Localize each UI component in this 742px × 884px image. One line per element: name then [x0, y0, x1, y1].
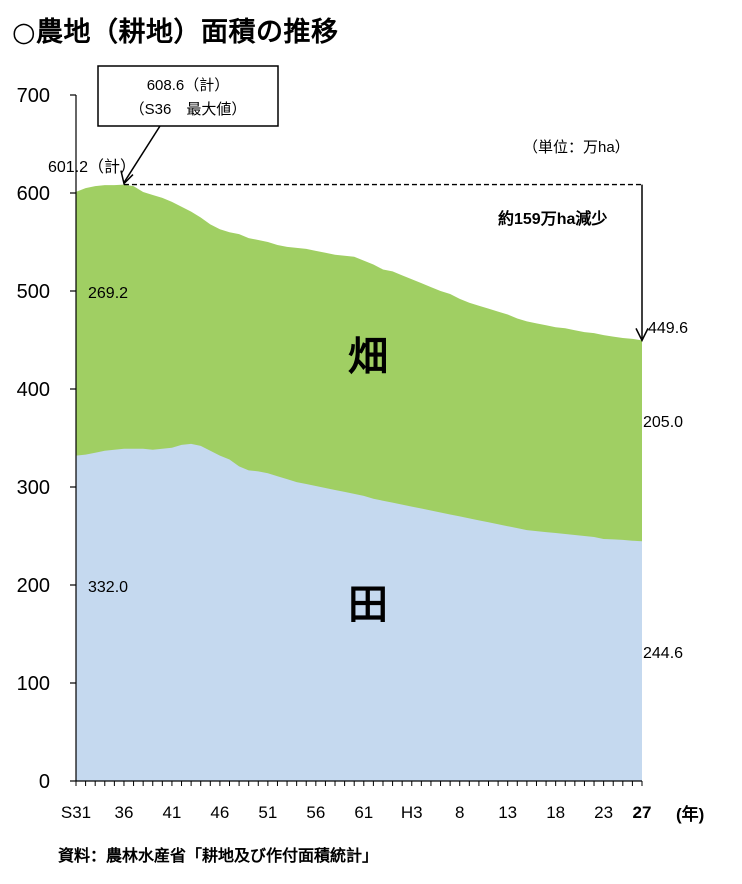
x-tick-label: 46 — [210, 803, 229, 822]
start-upland-label: 269.2 — [88, 285, 128, 302]
peak-callout-line2: （S36 最大値） — [130, 101, 247, 118]
area-label-paddy: 田 — [348, 583, 388, 627]
start-total-label: 601.2（計） — [48, 158, 136, 176]
peak-callout-box — [97, 65, 279, 127]
peak-pointer-head — [120, 170, 134, 186]
area-label-upland: 畑 — [348, 335, 388, 379]
paddy-area — [76, 443, 642, 781]
axes-group: 0 100 200 300 400 500 600 700 S31 36 41 46 51 56 61 H3 8… — [17, 85, 652, 822]
x-tick-label: 8 — [455, 803, 464, 822]
unit-label: （単位：万ha） — [523, 139, 630, 156]
chart-title: ○農地（耕地）面積の推移 — [12, 17, 339, 48]
peak-callout-line1: 608.6（計） — [147, 77, 230, 94]
y-tick-label: 100 — [17, 673, 50, 695]
y-tick-label: 0 — [39, 771, 50, 793]
source-note: 資料：農林水産省「耕地及び作付面積統計」 — [58, 846, 379, 865]
y-tick-label: 300 — [17, 477, 50, 499]
x-tick-label: 51 — [258, 803, 277, 822]
x-tick-label: 56 — [306, 803, 325, 822]
end-upland-label: 205.0 — [643, 414, 683, 431]
x-tick-label: 23 — [594, 803, 613, 822]
x-axis-unit-label: (年) — [676, 804, 704, 824]
decrease-arrow-head — [635, 328, 649, 343]
x-tick-label: 36 — [115, 803, 134, 822]
x-tick-label: H3 — [401, 803, 423, 822]
y-tick-label: 200 — [17, 575, 50, 597]
x-tick-label: 27 — [633, 803, 652, 822]
y-tick-label: 700 — [17, 85, 50, 107]
x-tick-label: 13 — [498, 803, 517, 822]
end-paddy-label: 244.6 — [643, 645, 683, 662]
x-tick-label: 41 — [162, 803, 181, 822]
y-tick-label: 600 — [17, 183, 50, 205]
peak-pointer-shaft — [123, 125, 161, 183]
y-tick-label: 400 — [17, 379, 50, 401]
end-total-label: 449.6 — [648, 320, 688, 337]
y-tick-label: 500 — [17, 281, 50, 303]
x-tick-label: S31 — [61, 803, 91, 822]
x-tick-label: 18 — [546, 803, 565, 822]
area-series-group — [76, 184, 642, 781]
decrease-label: 約159万ha減少 — [498, 209, 607, 228]
labels-group — [120, 125, 649, 343]
x-tick-label: 61 — [354, 803, 373, 822]
start-paddy-label: 332.0 — [88, 579, 128, 596]
